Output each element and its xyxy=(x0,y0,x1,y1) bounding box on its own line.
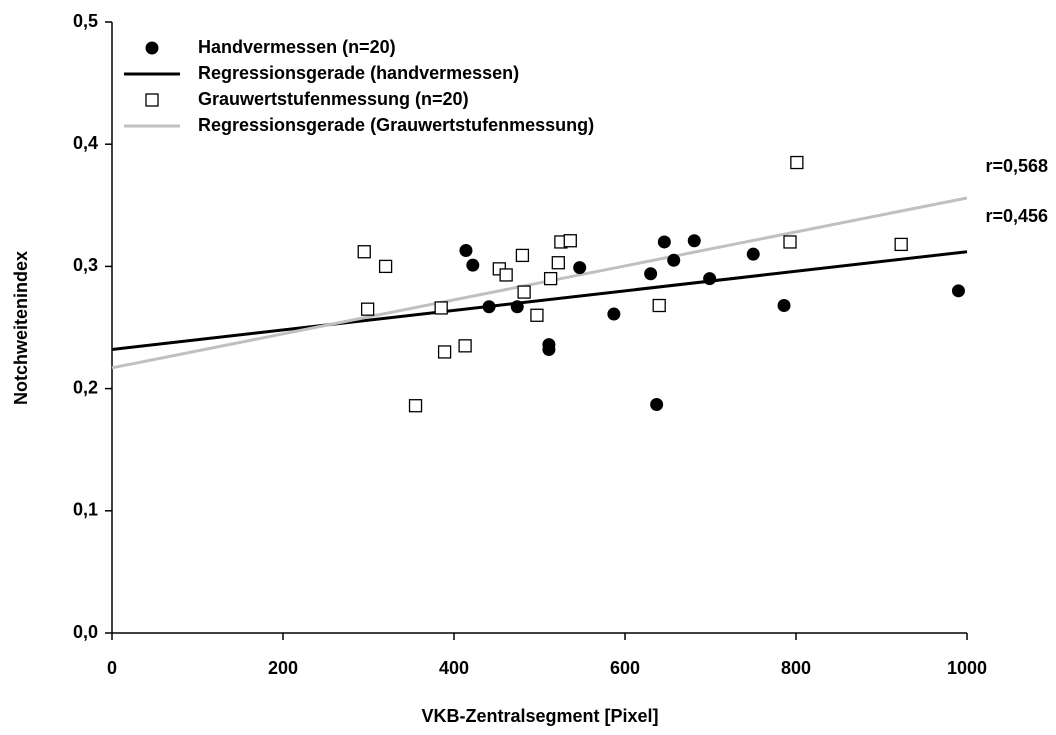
point xyxy=(783,235,797,249)
point xyxy=(360,302,375,316)
point xyxy=(542,342,556,356)
x-tick-label: 200 xyxy=(268,658,298,678)
point xyxy=(687,234,701,248)
y-axis-label: Notchweitenindex xyxy=(11,251,31,405)
annotation: r=0,456 xyxy=(985,206,1048,226)
legend-label: Regressionsgerade (handvermessen) xyxy=(198,63,519,83)
point xyxy=(515,248,530,263)
point xyxy=(357,245,371,259)
x-tick-label: 600 xyxy=(610,658,640,678)
point xyxy=(434,301,448,315)
point xyxy=(458,339,472,353)
legend-label: Grauwertstufenmessung (n=20) xyxy=(198,89,469,109)
point xyxy=(437,345,452,359)
point xyxy=(644,267,658,281)
point xyxy=(459,244,473,258)
point xyxy=(466,258,480,272)
point xyxy=(894,237,908,252)
point xyxy=(543,271,558,286)
x-axis-label: VKB-Zentralsegment [Pixel] xyxy=(421,706,658,726)
point xyxy=(408,399,423,413)
point xyxy=(563,234,577,248)
point xyxy=(551,256,565,270)
point xyxy=(746,247,760,261)
y-tick-label: 0,3 xyxy=(73,255,98,275)
legend-label: Handvermessen (n=20) xyxy=(198,37,396,57)
point xyxy=(573,261,587,275)
y-tick-label: 0,5 xyxy=(73,11,98,31)
point xyxy=(657,235,671,249)
point xyxy=(777,299,791,313)
point xyxy=(607,307,621,321)
x-tick-label: 800 xyxy=(781,658,811,678)
point xyxy=(510,300,524,314)
point xyxy=(378,259,393,274)
point xyxy=(652,298,666,313)
y-tick-label: 0,0 xyxy=(73,622,98,642)
point xyxy=(517,285,531,299)
point xyxy=(667,253,681,267)
point xyxy=(703,272,717,286)
point xyxy=(499,268,513,282)
regression-line xyxy=(111,250,968,351)
point xyxy=(790,155,804,170)
point xyxy=(951,284,965,298)
legend-label: Regressionsgerade (Grauwertstufenmessung… xyxy=(198,115,594,135)
point xyxy=(530,308,544,322)
x-tick-label: 0 xyxy=(107,658,117,678)
legend-swatch xyxy=(145,93,159,107)
legend-swatch xyxy=(145,41,159,55)
annotation: r=0,568 xyxy=(985,156,1048,176)
point xyxy=(482,300,496,314)
y-tick-label: 0,1 xyxy=(73,500,98,520)
y-tick-label: 0,4 xyxy=(73,133,98,153)
point xyxy=(650,397,664,411)
x-tick-label: 1000 xyxy=(947,658,987,678)
regression-line xyxy=(111,196,968,370)
y-tick-label: 0,2 xyxy=(73,377,98,397)
x-tick-label: 400 xyxy=(439,658,469,678)
